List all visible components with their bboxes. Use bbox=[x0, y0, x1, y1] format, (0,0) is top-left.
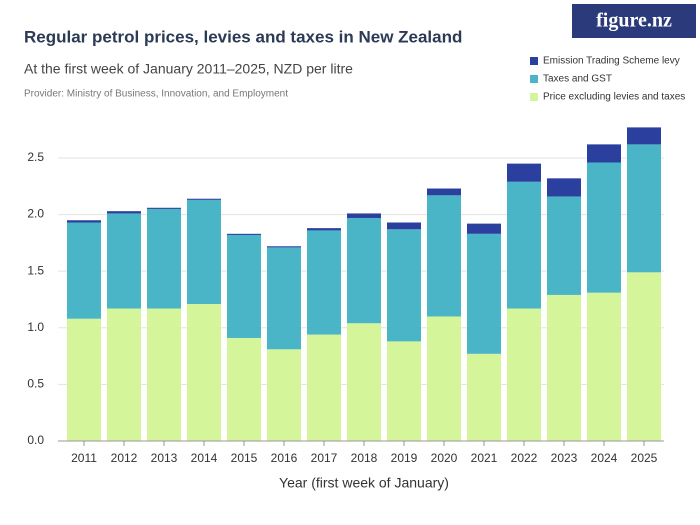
bar-segment bbox=[627, 144, 661, 273]
bar-segment bbox=[467, 223, 501, 234]
bar-segment bbox=[547, 196, 581, 295]
legend-swatch bbox=[530, 75, 538, 83]
bar-segment bbox=[267, 246, 301, 248]
bar-segment bbox=[187, 199, 221, 305]
bar-segment bbox=[147, 208, 181, 309]
x-tick-label: 2021 bbox=[471, 451, 498, 465]
x-tick-label: 2018 bbox=[351, 451, 378, 465]
bar-segment bbox=[347, 323, 381, 441]
y-tick-label: 2.5 bbox=[27, 150, 44, 164]
legend-swatch bbox=[530, 93, 538, 101]
bar-segment bbox=[67, 318, 101, 441]
bar-segment bbox=[387, 229, 421, 342]
bar-segment bbox=[67, 220, 101, 223]
bar-segment bbox=[627, 272, 661, 441]
x-tick-label: 2012 bbox=[111, 451, 138, 465]
bar-segment bbox=[347, 217, 381, 324]
bar-segment bbox=[587, 162, 621, 293]
bar-segment bbox=[227, 234, 261, 338]
bar-segment bbox=[107, 211, 141, 214]
logo-box bbox=[572, 4, 696, 38]
logo: figure.nz bbox=[596, 10, 672, 32]
bar-segment bbox=[307, 334, 341, 441]
x-tick-label: 2025 bbox=[631, 451, 658, 465]
x-tick-label: 2015 bbox=[231, 451, 258, 465]
x-tick-label: 2016 bbox=[271, 451, 298, 465]
bar-segment bbox=[387, 341, 421, 441]
chart-subtitle: At the first week of January 2011–2025, … bbox=[24, 61, 353, 77]
y-tick-label: 0.0 bbox=[27, 433, 44, 447]
bar-segment bbox=[227, 337, 261, 441]
bar-segment bbox=[267, 247, 301, 350]
legend-label: Price excluding levies and taxes bbox=[543, 92, 685, 103]
bar-segment bbox=[227, 233, 261, 235]
bar-segment bbox=[67, 222, 101, 319]
legend-swatch bbox=[530, 57, 538, 65]
y-tick-label: 0.5 bbox=[27, 377, 44, 391]
bar-segment bbox=[107, 213, 141, 309]
bar-segment bbox=[507, 308, 541, 441]
bar-segment bbox=[307, 230, 341, 335]
bar-segment bbox=[147, 207, 181, 209]
bar-segment bbox=[587, 144, 621, 163]
x-tick-label: 2022 bbox=[511, 451, 538, 465]
bar-segment bbox=[427, 195, 461, 317]
x-tick-label: 2017 bbox=[311, 451, 338, 465]
bar-segment bbox=[547, 178, 581, 197]
x-tick-label: 2020 bbox=[431, 451, 458, 465]
bar-segment bbox=[307, 228, 341, 231]
bar-segment bbox=[267, 349, 301, 441]
bar-segment bbox=[467, 353, 501, 441]
chart-title: Regular petrol prices, levies and taxes … bbox=[24, 27, 462, 46]
bar-segment bbox=[587, 292, 621, 441]
bar-segment bbox=[427, 316, 461, 441]
x-tick-label: 2014 bbox=[191, 451, 218, 465]
x-tick-label: 2019 bbox=[391, 451, 418, 465]
bar-segment bbox=[347, 213, 381, 218]
provider: Provider: Ministry of Business, Innovati… bbox=[24, 89, 288, 100]
x-tick-label: 2024 bbox=[591, 451, 618, 465]
y-tick-label: 1.5 bbox=[27, 263, 44, 277]
legend-label: Taxes and GST bbox=[543, 74, 612, 85]
bar-segment bbox=[627, 127, 661, 145]
bar-segment bbox=[187, 304, 221, 441]
bar-segment bbox=[547, 294, 581, 441]
y-tick-label: 2.0 bbox=[27, 207, 44, 221]
bar-segment bbox=[507, 163, 541, 182]
x-axis-label: Year (first week of January) bbox=[279, 475, 449, 491]
bar-segment bbox=[187, 198, 221, 200]
bar-segment bbox=[467, 233, 501, 354]
x-tick-label: 2011 bbox=[71, 451, 97, 465]
y-tick-label: 1.0 bbox=[27, 320, 44, 334]
x-tick-label: 2013 bbox=[151, 451, 178, 465]
bar-segment bbox=[427, 188, 461, 196]
bar-segment bbox=[147, 308, 181, 441]
legend-label: Emission Trading Scheme levy bbox=[543, 56, 680, 67]
bar-segment bbox=[107, 308, 141, 441]
x-tick-label: 2023 bbox=[551, 451, 578, 465]
bar-segment bbox=[387, 222, 421, 230]
bar-segment bbox=[507, 181, 541, 309]
